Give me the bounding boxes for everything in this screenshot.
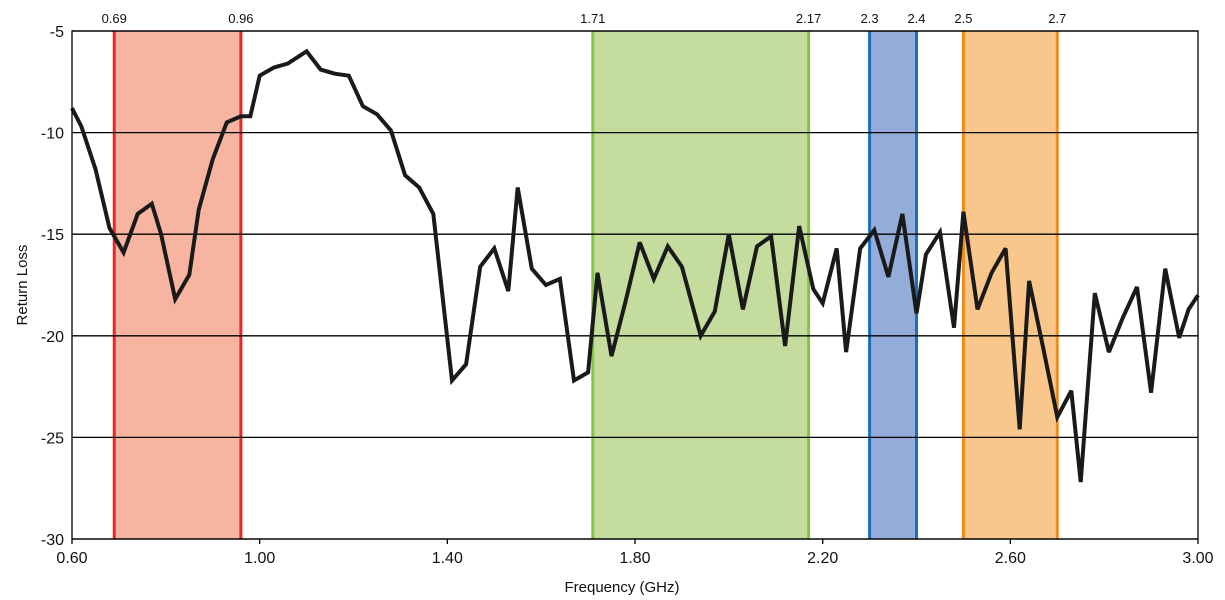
band-end-label-3: 2.7 xyxy=(1048,11,1066,26)
y-axis-title: Return Loss xyxy=(14,245,31,326)
x-tick-label-1: 1.00 xyxy=(244,550,275,567)
y-tick-label-5: -30 xyxy=(41,532,64,549)
x-tick-label-2: 1.40 xyxy=(432,550,463,567)
band-start-label-2: 2.3 xyxy=(861,11,879,26)
band-start-label-1: 1.71 xyxy=(580,11,605,26)
band-start-label-0: 0.69 xyxy=(102,11,127,26)
y-tick-label-4: -25 xyxy=(41,430,64,447)
x-tick-label-6: 3.00 xyxy=(1182,550,1213,567)
axes: -5 -10 -15 -20 -25 -300.60 1.00 1.40 1.80 2.20 2.6… xyxy=(41,24,1214,567)
band-end-label-0: 0.96 xyxy=(228,11,253,26)
series-line-0 xyxy=(70,48,1200,483)
x-tick-label-0: 0.60 xyxy=(56,550,87,567)
y-tick-label-1: -10 xyxy=(41,126,64,143)
y-tick-label-2: -15 xyxy=(41,227,64,244)
return-loss-series xyxy=(70,48,1200,483)
band-fill-2 xyxy=(869,31,917,539)
band-edge-labels: 0.69 0.96 1.71 2.17 2.3 2.4 2.5 2.7 xyxy=(102,11,1067,26)
x-tick-label-3: 1.80 xyxy=(619,550,650,567)
band-start-label-3: 2.5 xyxy=(954,11,972,26)
y-tick-label-3: -20 xyxy=(41,329,64,346)
frequency-bands xyxy=(112,31,1059,539)
band-end-label-2: 2.4 xyxy=(907,11,925,26)
band-fill-0 xyxy=(114,31,241,539)
x-tick-label-4: 2.20 xyxy=(807,550,838,567)
x-tick-label-5: 2.60 xyxy=(995,550,1026,567)
y-tick-label-0: -5 xyxy=(50,24,64,41)
x-axis-title: Frequency (GHz) xyxy=(564,579,679,596)
band-end-label-1: 2.17 xyxy=(796,11,821,26)
